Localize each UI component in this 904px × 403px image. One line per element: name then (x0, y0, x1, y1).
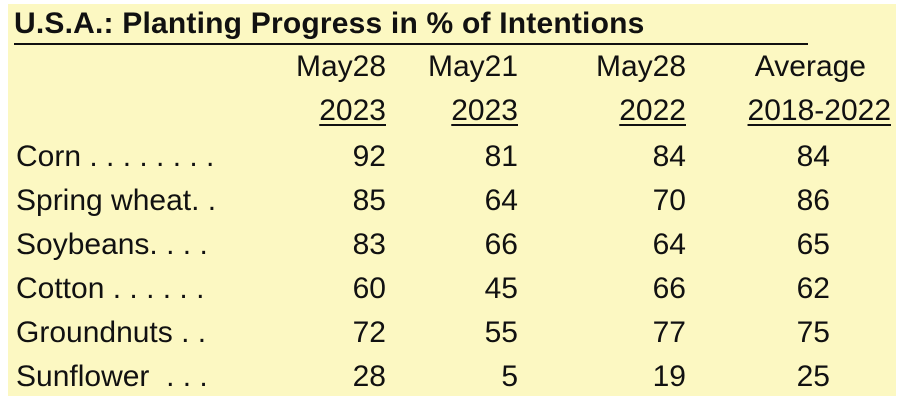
title-underline (14, 43, 808, 45)
cell-sunflower-may28-2022: 19 (652, 360, 686, 393)
col-header-3-line1: May28 (595, 50, 686, 83)
col-header-2-line2: 2023 (451, 94, 518, 127)
cell-cotton-average: 62 (796, 272, 830, 305)
cell-spring-wheat-average: 86 (796, 184, 830, 217)
table-title: U.S.A.: Planting Progress in % of Intent… (14, 7, 645, 40)
cell-groundnuts-may28-2022: 77 (652, 316, 686, 349)
cell-spring-wheat-may21-2023: 64 (484, 184, 518, 217)
cell-cotton-may21-2023: 45 (484, 272, 518, 305)
col-header-1-line2: 2023 (319, 94, 386, 127)
cell-corn-may21-2023: 81 (484, 140, 518, 173)
cell-groundnuts-average: 75 (796, 316, 830, 349)
cell-corn-average: 84 (796, 140, 830, 173)
col-header-1-line1: May28 (295, 50, 386, 83)
cell-corn-may28-2022: 84 (652, 140, 686, 173)
row-label-sunflower: Sunflower . . . (16, 360, 208, 393)
cell-spring-wheat-may28-2023: 85 (352, 184, 386, 217)
cell-soybeans-may21-2023: 66 (484, 228, 518, 261)
col-header-4-line1: Average (754, 50, 866, 83)
row-label-corn: Corn . . . . . . . . (16, 140, 215, 173)
row-label-spring-wheat: Spring wheat. . (16, 184, 217, 217)
col-header-3-line2: 2022 (619, 94, 686, 127)
cell-groundnuts-may21-2023: 55 (484, 316, 518, 349)
cell-soybeans-may28-2022: 64 (652, 228, 686, 261)
row-label-cotton: Cotton . . . . . . (16, 272, 205, 305)
cell-cotton-may28-2023: 60 (352, 272, 386, 305)
table-panel: U.S.A.: Planting Progress in % of Intent… (8, 4, 896, 396)
row-label-groundnuts: Groundnuts . . (16, 316, 207, 349)
cell-corn-may28-2023: 92 (352, 140, 386, 173)
cell-sunflower-average: 25 (796, 360, 830, 393)
row-label-soybeans: Soybeans. . . . (16, 228, 208, 261)
cell-soybeans-average: 65 (796, 228, 830, 261)
cell-cotton-may28-2022: 66 (652, 272, 686, 305)
cell-groundnuts-may28-2023: 72 (352, 316, 386, 349)
cell-sunflower-may28-2023: 28 (352, 360, 386, 393)
col-header-4-line2: 2018-2022 (747, 94, 891, 127)
cell-sunflower-may21-2023: 5 (501, 360, 518, 393)
col-header-2-line1: May21 (427, 50, 518, 83)
cell-spring-wheat-may28-2022: 70 (652, 184, 686, 217)
cell-soybeans-may28-2023: 83 (352, 228, 386, 261)
